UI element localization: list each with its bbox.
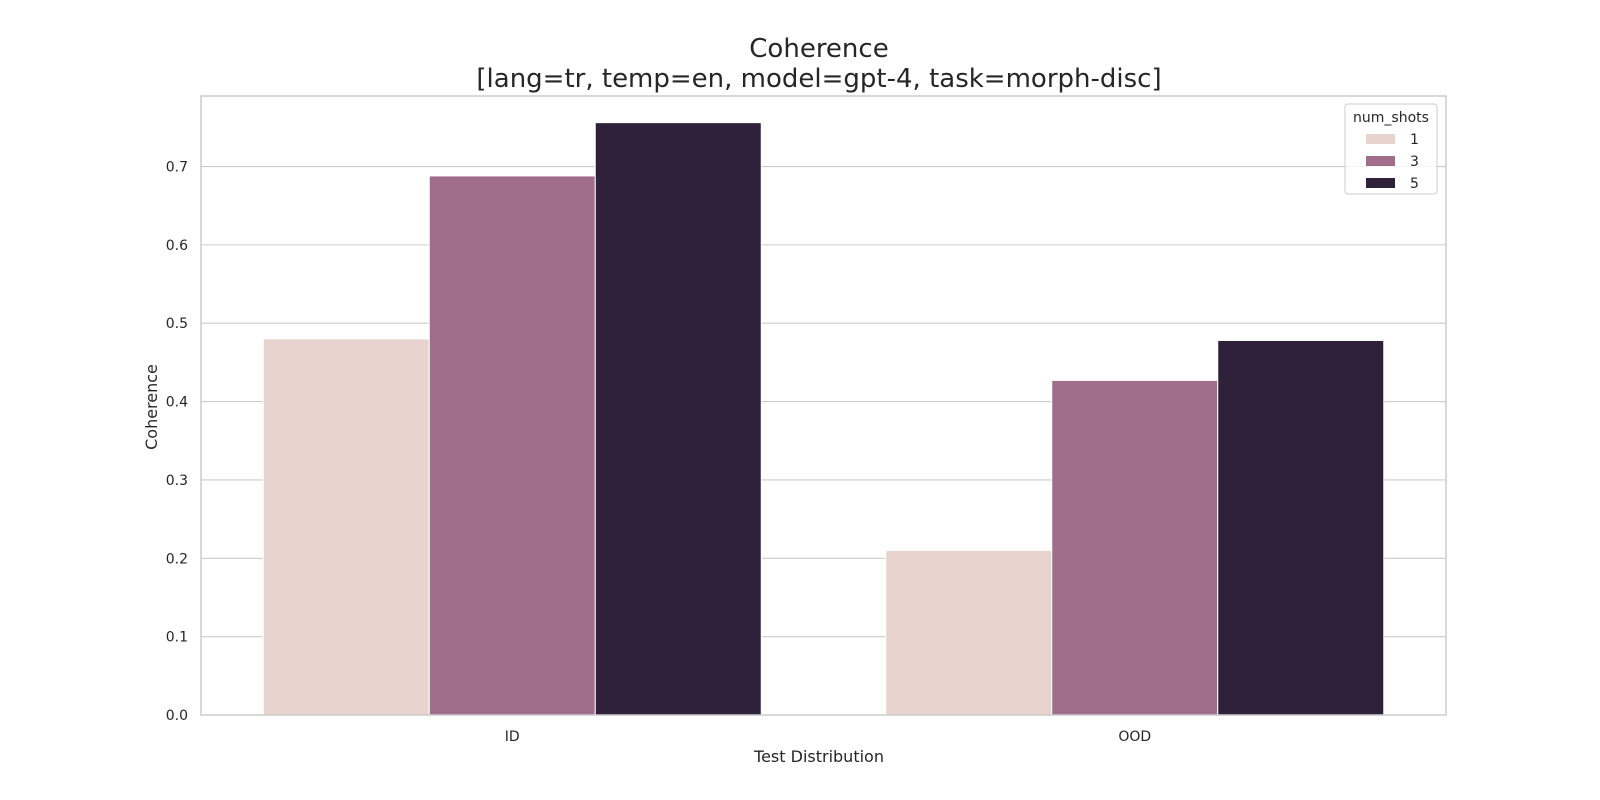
y-tick-label: 0.3 — [166, 473, 188, 489]
y-tick-label: 0.7 — [166, 160, 188, 176]
bars — [262, 122, 1385, 716]
y-tick-label: 0.6 — [166, 238, 188, 254]
y-tick-label: 0.4 — [166, 395, 188, 411]
y-axis-label: Coherence — [142, 364, 161, 450]
bar-ood-shots-3 — [1051, 379, 1219, 716]
legend-title: num_shots — [1353, 110, 1429, 126]
legend: num_shots 1 3 5 — [1344, 103, 1438, 195]
legend-swatch-5 — [1366, 178, 1395, 188]
y-tick-labels: 0.0 0.1 0.2 0.3 0.4 0.5 0.6 0.7 — [166, 160, 188, 724]
x-axis-label: Test Distribution — [753, 747, 884, 766]
x-tick-label: ID — [505, 729, 520, 745]
y-tick-label: 0.2 — [166, 551, 188, 567]
chart-subtitle: [lang=tr, temp=en, model=gpt-4, task=mor… — [476, 64, 1161, 94]
bar-id-shots-3 — [428, 175, 596, 716]
y-tick-label: 0.1 — [166, 630, 188, 646]
legend-items: 1 3 5 — [1366, 132, 1419, 192]
plot-frame — [200, 95, 1447, 716]
legend-box — [1344, 103, 1438, 195]
legend-swatch-1 — [1366, 134, 1395, 144]
y-tick-label: 0.5 — [166, 316, 188, 332]
legend-label-3: 3 — [1410, 154, 1419, 170]
x-tick-label: OOD — [1118, 729, 1151, 745]
chart-title: Coherence — [749, 34, 888, 64]
bar-id-shots-1 — [262, 338, 430, 716]
bar-ood-shots-5 — [1217, 339, 1385, 716]
bar-ood-shots-1 — [885, 549, 1053, 716]
y-tick-label: 0.0 — [166, 708, 188, 724]
legend-swatch-3 — [1366, 156, 1395, 166]
bar-id-shots-5 — [594, 122, 762, 716]
legend-label-1: 1 — [1410, 132, 1419, 148]
legend-label-5: 5 — [1410, 176, 1419, 192]
x-tick-labels: ID OOD — [505, 729, 1151, 745]
